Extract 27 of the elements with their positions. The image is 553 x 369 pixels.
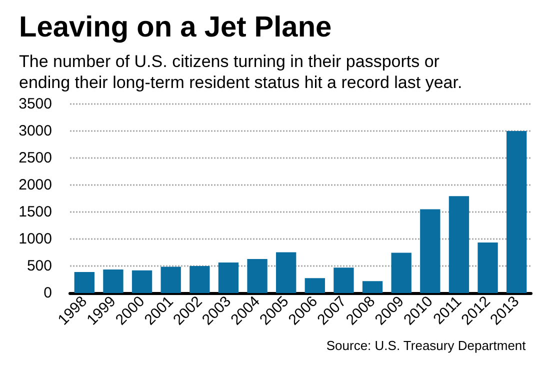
- y-tick-label: 2000: [18, 176, 52, 194]
- bar: [478, 242, 498, 293]
- y-tick-label: 0: [44, 284, 52, 302]
- chart-title: Leaving on a Jet Plane: [19, 12, 332, 44]
- y-tick-label: 1000: [18, 230, 52, 248]
- y-tick-label: 1500: [18, 204, 52, 220]
- bar: [448, 196, 470, 293]
- bar: [132, 270, 152, 293]
- bar: [304, 278, 325, 293]
- y-tick-label: 500: [26, 258, 52, 274]
- y-tick-label: 2500: [18, 150, 52, 166]
- bar: [334, 268, 354, 293]
- bar: [190, 266, 210, 293]
- bar: [218, 262, 239, 293]
- bar: [420, 209, 440, 293]
- bar: [362, 281, 383, 293]
- y-tick-label: 3000: [18, 122, 52, 140]
- bar: [103, 270, 124, 293]
- bar: [506, 131, 527, 293]
- source-note: Source: U.S. Treasury Department: [326, 338, 526, 353]
- bar: [160, 266, 181, 293]
- chart-subtitle: The number of U.S. citizens turning in their passports or ending their long-term resident status hit a record last year.: [19, 52, 462, 92]
- bar: [276, 252, 296, 293]
- bar: [391, 252, 412, 293]
- bar: [247, 258, 268, 293]
- bar: [74, 272, 94, 293]
- y-tick-label: 3500: [18, 96, 52, 112]
